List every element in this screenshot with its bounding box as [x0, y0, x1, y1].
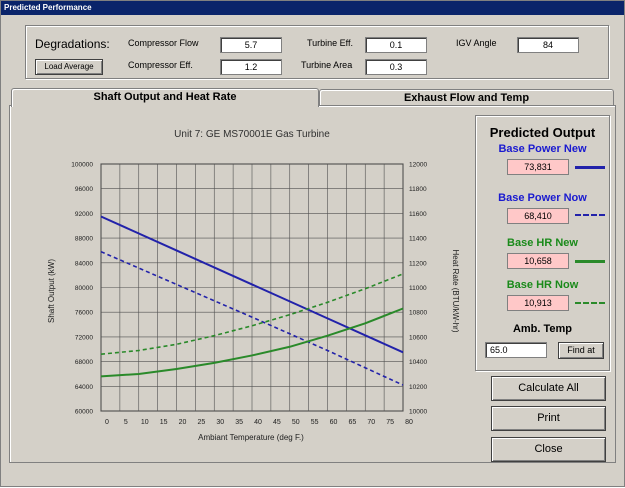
tab-shaft-output[interactable]: Shaft Output and Heat Rate	[11, 88, 319, 107]
igv-angle-label: IGV Angle	[456, 38, 497, 48]
close-button[interactable]: Close	[491, 437, 606, 462]
compressor-flow-label: Compressor Flow	[128, 38, 199, 48]
predicted-output-title: Predicted Output	[489, 125, 596, 140]
base-power-new-legend	[575, 166, 605, 169]
base-power-now-legend	[575, 214, 605, 216]
igv-angle-field[interactable]: 84	[517, 37, 579, 53]
base-hr-new-label: Base HR New	[507, 237, 578, 249]
base-power-now-field: 68,410	[507, 208, 569, 224]
predicted-output-panel	[475, 115, 610, 371]
base-hr-new-legend	[575, 260, 605, 263]
amb-temp-field[interactable]: 65.0	[485, 342, 547, 358]
degradations-panel	[25, 25, 609, 79]
tab-exhaust-flow[interactable]: Exhaust Flow and Temp	[319, 89, 614, 106]
base-power-new-field: 73,831	[507, 159, 569, 175]
base-hr-new-field: 10,658	[507, 253, 569, 269]
turbine-area-label: Turbine Area	[301, 60, 353, 70]
turbine-eff-label: Turbine Eff.	[307, 38, 354, 48]
compressor-eff-field[interactable]: 1.2	[220, 59, 282, 75]
calculate-all-button[interactable]: Calculate All	[491, 376, 606, 401]
degradations-label: Degradations:	[35, 37, 110, 51]
load-average-button[interactable]: Load Average	[35, 59, 103, 75]
amb-temp-label: Amb. Temp	[512, 323, 573, 335]
find-at-button[interactable]: Find at	[558, 342, 604, 359]
base-hr-now-field: 10,913	[507, 295, 569, 311]
window-title: Predicted Performance	[1, 1, 624, 15]
print-button[interactable]: Print	[491, 406, 606, 431]
turbine-area-field[interactable]: 0.3	[365, 59, 427, 75]
compressor-eff-label: Compressor Eff.	[128, 60, 193, 70]
base-hr-now-label: Base HR Now	[506, 279, 579, 291]
compressor-flow-field[interactable]: 5.7	[220, 37, 282, 53]
base-hr-now-legend	[575, 302, 605, 304]
chart-title: Unit 7: GE MS70001E Gas Turbine	[174, 129, 330, 140]
turbine-eff-field[interactable]: 0.1	[365, 37, 427, 53]
base-power-now-label: Base Power Now	[498, 192, 587, 204]
base-power-new-label: Base Power New	[498, 143, 587, 155]
